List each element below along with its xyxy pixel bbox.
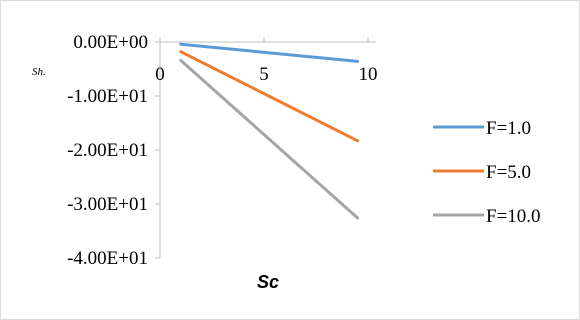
- x-tick-label: 10: [359, 64, 378, 85]
- y-tick-label: -2.00E+01: [67, 140, 148, 161]
- y-axis-label: Sh.: [32, 66, 46, 78]
- y-tick-label: -3.00E+01: [67, 194, 148, 215]
- y-tick-label: -1.00E+01: [67, 86, 148, 107]
- legend-label-2: F=5.0: [486, 162, 531, 183]
- y-tick-labels: 0.00E+00 -1.00E+01 -2.00E+01 -3.00E+01 -4.00…: [67, 32, 160, 269]
- series-line-3: [179, 58, 360, 220]
- series-line-1: [179, 42, 360, 63]
- x-tick-labels: 0 5 10: [155, 37, 378, 85]
- y-tick-label: -4.00E+01: [67, 248, 148, 269]
- x-tick-label: 0: [155, 64, 165, 85]
- x-axis-label: Sc: [257, 272, 279, 292]
- legend-label-1: F=1.0: [486, 118, 531, 139]
- legend-label-3: F=10.0: [486, 206, 541, 227]
- legend: F=1.0 F=5.0 F=10.0: [433, 118, 541, 227]
- series-lines: [179, 42, 360, 220]
- x-tick-label: 5: [259, 64, 269, 85]
- y-tick-label: 0.00E+00: [73, 32, 148, 53]
- series-line-2: [179, 50, 360, 143]
